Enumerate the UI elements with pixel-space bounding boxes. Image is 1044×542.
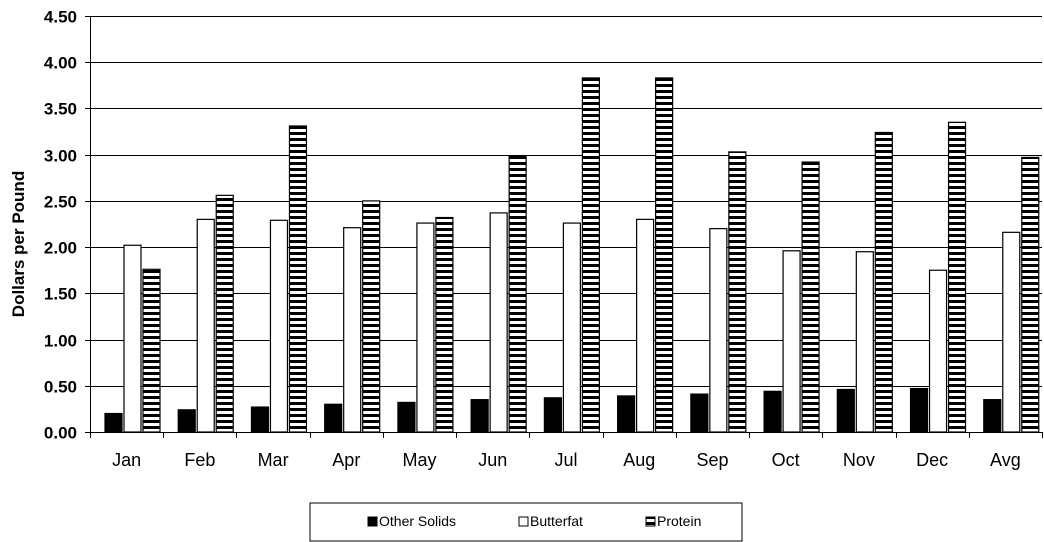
bars	[104, 77, 1040, 433]
bar-butterfat	[928, 269, 948, 433]
y-tick-labels: 0.00 0.50 1.00 1.50 2.00 2.50 3.00 3.50 4.00 4.50	[44, 8, 77, 443]
bar-other-solids	[983, 399, 1002, 433]
y-tick-label: 2.50	[44, 193, 77, 212]
bar-protein	[215, 194, 234, 433]
bar-other-solids	[177, 409, 196, 433]
y-tick-label: 2.00	[44, 239, 77, 258]
bar-protein	[801, 161, 820, 433]
legend: Other Solids Butterfat Protein	[309, 502, 743, 542]
bar-protein	[655, 77, 674, 433]
bar-butterfat	[782, 250, 801, 433]
bar-other-solids	[617, 395, 636, 433]
bar-protein	[728, 151, 747, 433]
bar-protein	[1021, 156, 1040, 433]
legend-swatch	[367, 516, 378, 527]
bar-butterfat	[416, 222, 435, 433]
bar-butterfat	[343, 227, 362, 433]
x-category-label: Jun	[478, 450, 507, 470]
bar-protein	[142, 268, 161, 433]
bar-protein	[581, 77, 600, 433]
bar-protein	[508, 154, 527, 433]
bar-other-solids	[763, 390, 782, 433]
bar-protein	[947, 121, 967, 433]
x-category-label: Nov	[843, 450, 875, 470]
x-category-label: Apr	[332, 450, 360, 470]
bar-protein	[362, 200, 381, 433]
bar-butterfat	[1002, 231, 1021, 433]
bar-other-solids	[543, 397, 562, 433]
bar-other-solids	[250, 406, 270, 433]
bar-other-solids	[836, 388, 855, 433]
bar-butterfat	[636, 218, 655, 433]
y-tick-label: 1.50	[44, 285, 77, 304]
legend-swatch	[518, 516, 529, 527]
y-tick-label: 3.50	[44, 100, 77, 119]
x-category-label: Jan	[112, 450, 141, 470]
bar-butterfat	[562, 222, 581, 433]
x-category-labels: Jan Feb Mar Apr May Jun Jul Aug Sep Oct Nov Dec Avg	[112, 450, 1021, 470]
y-tick-label: 3.00	[44, 147, 77, 166]
legend-label: Other Solids	[379, 513, 456, 529]
bar-butterfat	[709, 228, 728, 433]
bar-other-solids	[470, 399, 489, 433]
bar-other-solids	[690, 393, 709, 433]
x-category-label: Dec	[916, 450, 948, 470]
bar-butterfat	[123, 244, 142, 433]
bar-protein	[874, 131, 893, 433]
bar-other-solids	[104, 412, 123, 433]
y-tick-label: 0.50	[44, 378, 77, 397]
x-category-label: Sep	[696, 450, 728, 470]
bar-protein	[288, 125, 308, 433]
bar-other-solids	[909, 387, 929, 433]
bar-butterfat	[269, 219, 289, 433]
bar-butterfat	[489, 212, 508, 433]
x-category-label: Jul	[554, 450, 577, 470]
bar-butterfat	[196, 218, 215, 433]
x-category-label: Feb	[184, 450, 215, 470]
y-tick-label: 4.00	[44, 54, 77, 73]
bar-other-solids	[397, 401, 416, 433]
x-category-label: Oct	[772, 450, 800, 470]
y-tick-label: 0.00	[44, 424, 77, 443]
legend-label: Protein	[657, 513, 701, 529]
bar-protein	[435, 216, 454, 433]
axes	[90, 16, 1043, 438]
x-category-label: Mar	[258, 450, 289, 470]
legend-swatch	[645, 516, 656, 527]
bar-other-solids	[324, 403, 343, 433]
y-axis-title: Dollars per Pound	[9, 171, 28, 317]
x-category-label: Avg	[990, 450, 1021, 470]
x-category-label: Aug	[623, 450, 655, 470]
x-category-label: May	[403, 450, 437, 470]
bar-butterfat	[855, 251, 874, 433]
legend-label: Butterfat	[530, 513, 583, 529]
y-tick-label: 4.50	[44, 8, 77, 27]
y-tick-label: 1.00	[44, 332, 77, 351]
